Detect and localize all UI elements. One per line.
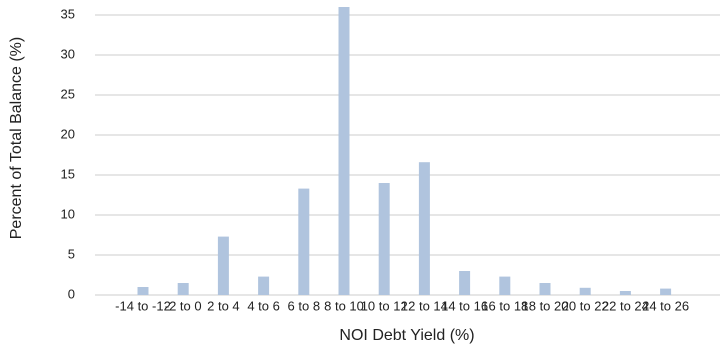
x-tick-label: 16 to 18 [481,298,528,313]
x-tick-label: -14 to -12 [115,298,171,313]
x-tick-label: 24 to 26 [642,298,689,313]
x-tick-label: -2 to 0 [165,298,202,313]
x-tick-label: 18 to 20 [522,298,569,313]
bar [539,283,551,295]
x-tick-label: 4 to 6 [247,298,280,313]
y-tick-label: 5 [68,246,75,261]
bar [298,188,310,295]
bar [177,283,189,295]
bar [660,288,672,295]
bar [137,287,149,295]
y-tick-label: 30 [61,46,75,61]
bar [579,287,591,295]
y-tick-label: 20 [61,126,75,141]
y-axis-label: Percent of Total Balance (%) [8,37,25,239]
bar [619,291,631,295]
x-axis-label: NOI Debt Yield (%) [339,327,474,344]
y-tick-label: 15 [61,166,75,181]
x-tick-label: 14 to 16 [441,298,488,313]
bar [459,271,471,295]
x-tick-label: 20 to 22 [562,298,609,313]
bar [217,236,229,295]
x-tick-label: 12 to 14 [401,298,448,313]
x-tick-label: 2 to 4 [207,298,240,313]
y-tick-label: 10 [61,206,75,221]
y-tick-label: 0 [68,286,75,301]
y-tick-label: 25 [61,86,75,101]
x-tick-label: 10 to 12 [361,298,408,313]
y-tick-label: 35 [61,6,75,21]
x-tick-label: 22 to 24 [602,298,649,313]
bar [378,183,390,295]
x-tick-label: 8 to 10 [324,298,364,313]
bar [418,162,430,295]
bar [338,7,350,295]
bar [499,276,511,295]
x-tick-label: 6 to 8 [288,298,321,313]
bar [258,276,270,295]
